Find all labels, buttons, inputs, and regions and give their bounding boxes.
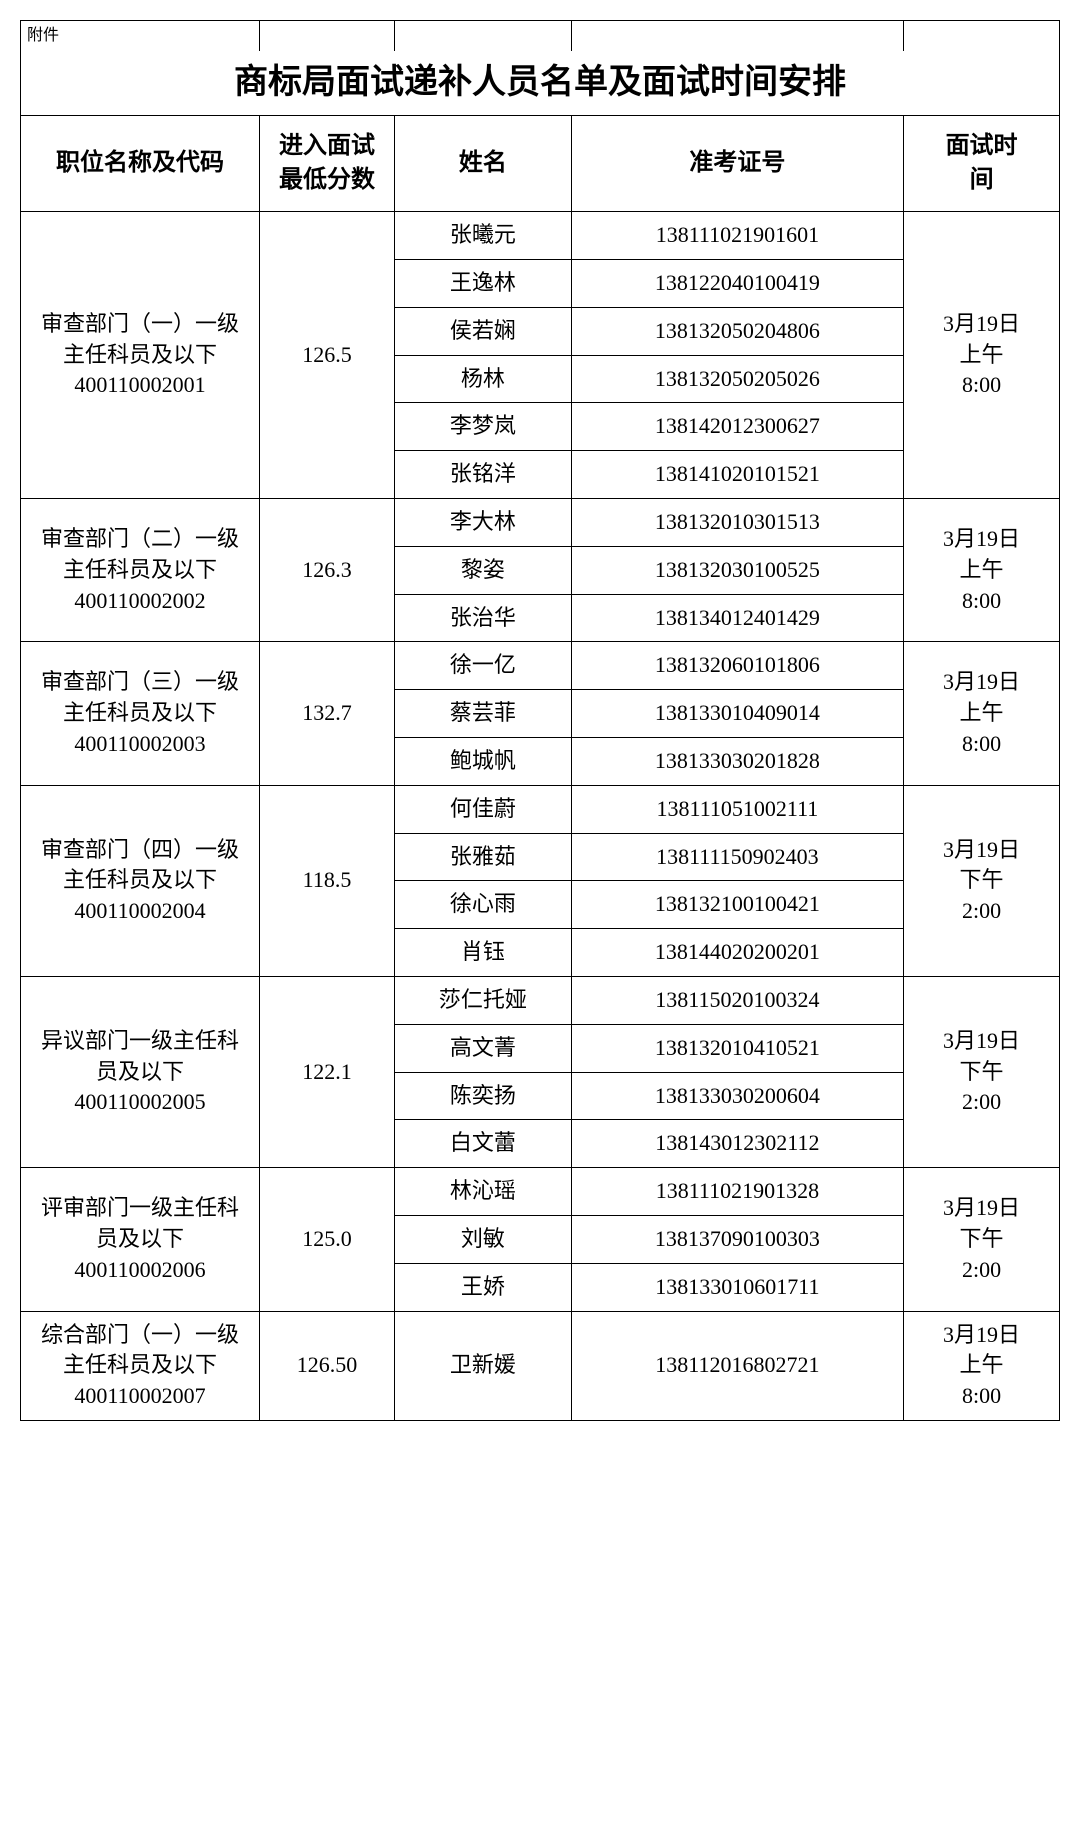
exam-number: 138143012302112 [571, 1120, 903, 1168]
interview-time: 3月19日 下午 2:00 [904, 1168, 1060, 1311]
interview-time: 3月19日 下午 2:00 [904, 976, 1060, 1167]
position-cell: 审查部门（一）一级 主任科员及以下 400110002001 [21, 212, 260, 499]
candidate-name: 张铭洋 [395, 451, 572, 499]
candidate-name: 王娇 [395, 1263, 572, 1311]
position-cell: 审查部门（二）一级 主任科员及以下 400110002002 [21, 498, 260, 641]
exam-number: 138132030100525 [571, 546, 903, 594]
candidate-name: 肖钰 [395, 929, 572, 977]
position-cell: 综合部门（一）一级 主任科员及以下 400110002007 [21, 1311, 260, 1420]
header-score: 进入面试 最低分数 [259, 115, 394, 211]
candidate-name: 张治华 [395, 594, 572, 642]
interview-time: 3月19日 上午 8:00 [904, 498, 1060, 641]
score-cell: 126.5 [259, 212, 394, 499]
candidate-name: 黎姿 [395, 546, 572, 594]
candidate-name: 林沁瑶 [395, 1168, 572, 1216]
candidate-name: 刘敏 [395, 1215, 572, 1263]
position-cell: 审查部门（四）一级 主任科员及以下 400110002004 [21, 785, 260, 976]
table-row: 审查部门（一）一级 主任科员及以下 400110002001126.5张曦元13… [21, 212, 1060, 260]
exam-number: 138137090100303 [571, 1215, 903, 1263]
candidate-name: 鲍城帆 [395, 737, 572, 785]
candidate-name: 卫新媛 [395, 1311, 572, 1420]
candidate-name: 何佳蔚 [395, 785, 572, 833]
position-cell: 审查部门（三）一级 主任科员及以下 400110002003 [21, 642, 260, 785]
table-row: 异议部门一级主任科 员及以下 400110002005122.1莎仁托娅1381… [21, 976, 1060, 1024]
exam-number: 138111051002111 [571, 785, 903, 833]
interview-time: 3月19日 上午 8:00 [904, 642, 1060, 785]
exam-number: 138133010601711 [571, 1263, 903, 1311]
exam-number: 138115020100324 [571, 976, 903, 1024]
position-cell: 异议部门一级主任科 员及以下 400110002005 [21, 976, 260, 1167]
document-title: 商标局面试递补人员名单及面试时间安排 [21, 51, 1060, 115]
table-row: 审查部门（四）一级 主任科员及以下 400110002004118.5何佳蔚13… [21, 785, 1060, 833]
exam-number: 138132010410521 [571, 1024, 903, 1072]
interview-time: 3月19日 上午 8:00 [904, 212, 1060, 499]
position-cell: 评审部门一级主任科 员及以下 400110002006 [21, 1168, 260, 1311]
table-row: 审查部门（二）一级 主任科员及以下 400110002002126.3李大林13… [21, 498, 1060, 546]
attachment-row: 附件 [21, 21, 1060, 52]
header-position: 职位名称及代码 [21, 115, 260, 211]
candidate-name: 张雅茹 [395, 833, 572, 881]
title-row: 商标局面试递补人员名单及面试时间安排 [21, 51, 1060, 115]
exam-number: 138144020200201 [571, 929, 903, 977]
exam-number: 138111021901328 [571, 1168, 903, 1216]
candidate-name: 李大林 [395, 498, 572, 546]
exam-number: 138133030201828 [571, 737, 903, 785]
candidate-name: 蔡芸菲 [395, 690, 572, 738]
score-cell: 125.0 [259, 1168, 394, 1311]
schedule-table: 附件 商标局面试递补人员名单及面试时间安排 职位名称及代码 进入面试 最低分数 … [20, 20, 1060, 1421]
exam-number: 138111150902403 [571, 833, 903, 881]
exam-number: 138132050205026 [571, 355, 903, 403]
table-row: 评审部门一级主任科 员及以下 400110002006125.0林沁瑶13811… [21, 1168, 1060, 1216]
exam-number: 138132060101806 [571, 642, 903, 690]
candidate-name: 杨林 [395, 355, 572, 403]
exam-number: 138111021901601 [571, 212, 903, 260]
candidate-name: 莎仁托娅 [395, 976, 572, 1024]
candidate-name: 王逸林 [395, 259, 572, 307]
exam-number: 138132050204806 [571, 307, 903, 355]
attachment-label: 附件 [21, 21, 260, 52]
candidate-name: 张曦元 [395, 212, 572, 260]
candidate-name: 徐一亿 [395, 642, 572, 690]
table-row: 综合部门（一）一级 主任科员及以下 400110002007126.50卫新媛1… [21, 1311, 1060, 1420]
score-cell: 126.50 [259, 1311, 394, 1420]
candidate-name: 陈奕扬 [395, 1072, 572, 1120]
exam-number: 138122040100419 [571, 259, 903, 307]
score-cell: 118.5 [259, 785, 394, 976]
candidate-name: 白文蕾 [395, 1120, 572, 1168]
exam-number: 138141020101521 [571, 451, 903, 499]
exam-number: 138133030200604 [571, 1072, 903, 1120]
interview-time: 3月19日 上午 8:00 [904, 1311, 1060, 1420]
score-cell: 126.3 [259, 498, 394, 641]
candidate-name: 侯若娴 [395, 307, 572, 355]
score-cell: 132.7 [259, 642, 394, 785]
candidate-name: 徐心雨 [395, 881, 572, 929]
exam-number: 138132100100421 [571, 881, 903, 929]
interview-time: 3月19日 下午 2:00 [904, 785, 1060, 976]
header-time: 面试时 间 [904, 115, 1060, 211]
candidate-name: 李梦岚 [395, 403, 572, 451]
exam-number: 138112016802721 [571, 1311, 903, 1420]
header-row: 职位名称及代码 进入面试 最低分数 姓名 准考证号 面试时 间 [21, 115, 1060, 211]
header-name: 姓名 [395, 115, 572, 211]
table-row: 审查部门（三）一级 主任科员及以下 400110002003132.7徐一亿13… [21, 642, 1060, 690]
header-exam-no: 准考证号 [571, 115, 903, 211]
exam-number: 138142012300627 [571, 403, 903, 451]
exam-number: 138133010409014 [571, 690, 903, 738]
exam-number: 138134012401429 [571, 594, 903, 642]
candidate-name: 高文菁 [395, 1024, 572, 1072]
score-cell: 122.1 [259, 976, 394, 1167]
exam-number: 138132010301513 [571, 498, 903, 546]
